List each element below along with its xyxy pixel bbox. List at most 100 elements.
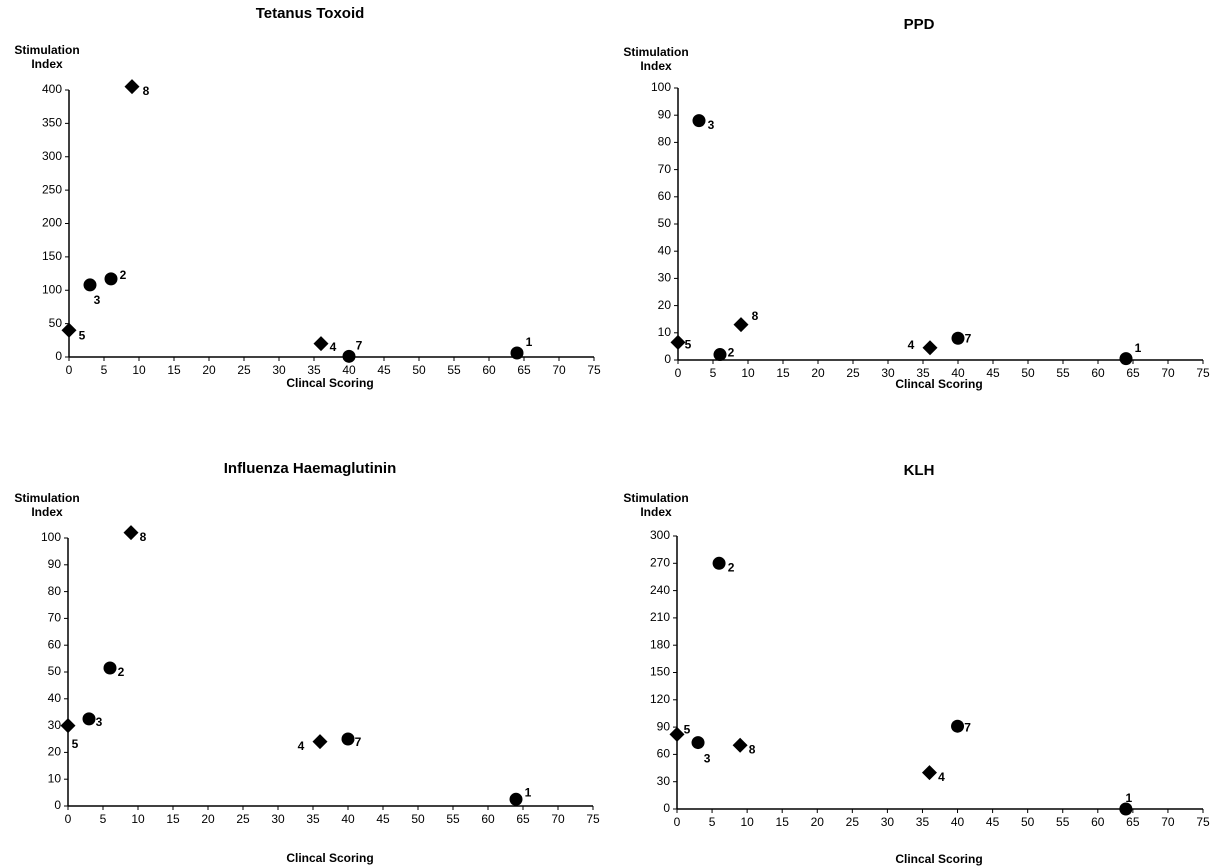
data-point-circle xyxy=(951,719,965,733)
chart-influenza-haemaglutinin: Influenza Haemaglutinin Stimulation Index 0… xyxy=(0,433,609,866)
x-tick-label: 20 xyxy=(201,812,215,826)
data-point-label: 4 xyxy=(908,338,915,352)
x-tick-label: 60 xyxy=(482,363,496,377)
x-axis-label: Clincal Scoring xyxy=(895,377,982,391)
data-point-circle xyxy=(83,278,97,292)
chart-klh: KLH Stimulation Index 0 30 60 90 120 150 180 210 24… xyxy=(609,433,1218,866)
x-tick-label: 20 xyxy=(811,366,825,380)
data-point-circle xyxy=(509,792,523,806)
data-point-label: 8 xyxy=(143,84,150,98)
data-point-circle xyxy=(691,736,705,750)
y-tick-label: 100 xyxy=(42,282,62,296)
x-tick-label: 45 xyxy=(377,363,391,377)
y-axis-label: Stimulation xyxy=(623,491,688,505)
data-point-label: 4 xyxy=(298,739,305,753)
y-tick-label: 60 xyxy=(657,747,671,761)
data-point-circle xyxy=(104,272,118,286)
data-point-label: 7 xyxy=(965,331,972,345)
data-point-label: 7 xyxy=(356,339,363,353)
data-point-circle xyxy=(713,348,727,362)
data-point-diamond xyxy=(312,734,328,750)
x-tick-label: 60 xyxy=(481,812,495,826)
y-tick-label: 30 xyxy=(658,271,672,285)
x-tick-label: 70 xyxy=(1161,815,1175,829)
y-tick-label: 210 xyxy=(650,610,670,624)
x-tick-label: 55 xyxy=(447,363,461,377)
data-point-label: 1 xyxy=(525,785,532,799)
data-point-label: 5 xyxy=(72,737,79,751)
y-tick-label: 120 xyxy=(650,692,670,706)
data-point-diamond xyxy=(124,79,140,95)
x-tick-label: 40 xyxy=(951,366,965,380)
y-tick-label: 240 xyxy=(650,583,670,597)
chart-ppd: PPD Stimulation Index 0 10 20 30 40 50 60 70 80 90 10… xyxy=(609,0,1218,433)
x-tick-label: 30 xyxy=(271,812,285,826)
data-point-circle xyxy=(103,661,117,675)
x-tick-label: 15 xyxy=(167,363,181,377)
y-axis-label: Index xyxy=(31,57,63,71)
data-point-label: 8 xyxy=(749,742,756,756)
x-tick-label: 5 xyxy=(709,815,716,829)
x-tick-label: 40 xyxy=(951,815,965,829)
y-tick-label: 400 xyxy=(42,82,62,96)
data-point-circle xyxy=(82,712,96,726)
x-tick-label: 50 xyxy=(1021,815,1035,829)
data-point-label: 5 xyxy=(685,337,692,351)
y-tick-label: 50 xyxy=(658,216,672,230)
data-point-label: 2 xyxy=(120,268,127,282)
x-tick-label: 20 xyxy=(202,363,216,377)
chart-title: Tetanus Toxoid xyxy=(256,5,365,22)
y-tick-label: 250 xyxy=(42,182,62,196)
x-tick-label: 75 xyxy=(586,812,600,826)
x-tick-label: 30 xyxy=(272,363,286,377)
data-point-label: 4 xyxy=(938,770,945,784)
data-point-label: 8 xyxy=(752,309,759,323)
y-tick-label: 30 xyxy=(657,774,671,788)
y-axis-label: Stimulation xyxy=(623,45,688,59)
data-point-label: 1 xyxy=(526,335,533,349)
y-tick-label: 350 xyxy=(42,116,62,130)
x-tick-label: 55 xyxy=(1056,815,1070,829)
x-tick-label: 0 xyxy=(675,366,682,380)
y-tick-label: 40 xyxy=(658,243,672,257)
x-tick-label: 20 xyxy=(811,815,825,829)
data-point-diamond xyxy=(61,322,77,338)
data-point-label: 3 xyxy=(94,293,101,307)
x-tick-label: 45 xyxy=(986,815,1000,829)
x-tick-label: 75 xyxy=(587,363,601,377)
data-point-diamond xyxy=(922,340,938,356)
y-tick-label: 20 xyxy=(48,745,62,759)
y-axis-label: Stimulation xyxy=(14,43,79,57)
y-tick-label: 180 xyxy=(650,637,670,651)
x-tick-label: 30 xyxy=(881,366,895,380)
x-tick-label: 5 xyxy=(710,366,717,380)
data-point-circle xyxy=(342,349,356,363)
chart-svg: PPDStimulationIndex010203040506070809010… xyxy=(623,16,1210,391)
y-tick-label: 80 xyxy=(658,135,672,149)
x-tick-label: 10 xyxy=(740,815,754,829)
x-tick-label: 10 xyxy=(132,363,146,377)
x-tick-label: 55 xyxy=(1056,366,1070,380)
data-point-circle xyxy=(1119,352,1133,366)
y-tick-label: 10 xyxy=(48,771,62,785)
y-tick-label: 90 xyxy=(658,107,672,121)
x-tick-label: 75 xyxy=(1196,815,1210,829)
chart-title: Influenza Haemaglutinin xyxy=(224,460,397,477)
x-tick-label: 45 xyxy=(986,366,1000,380)
chart-tetanus-toxoid: Tetanus Toxoid Stimulation Index 0 50 100 150 2… xyxy=(0,0,609,433)
y-tick-label: 300 xyxy=(42,149,62,163)
x-tick-label: 30 xyxy=(881,815,895,829)
chart-title: KLH xyxy=(904,462,935,479)
x-tick-label: 45 xyxy=(376,812,390,826)
y-axis-label: Index xyxy=(640,59,672,73)
data-point-label: 7 xyxy=(964,720,971,734)
x-tick-label: 5 xyxy=(100,812,107,826)
y-tick-label: 0 xyxy=(663,801,670,815)
y-tick-label: 200 xyxy=(42,216,62,230)
chart-svg: Tetanus ToxoidStimulationIndex0501001502… xyxy=(14,5,601,390)
x-tick-label: 25 xyxy=(237,363,251,377)
data-point-label: 8 xyxy=(140,530,147,544)
x-tick-label: 75 xyxy=(1196,366,1210,380)
y-tick-label: 270 xyxy=(650,555,670,569)
